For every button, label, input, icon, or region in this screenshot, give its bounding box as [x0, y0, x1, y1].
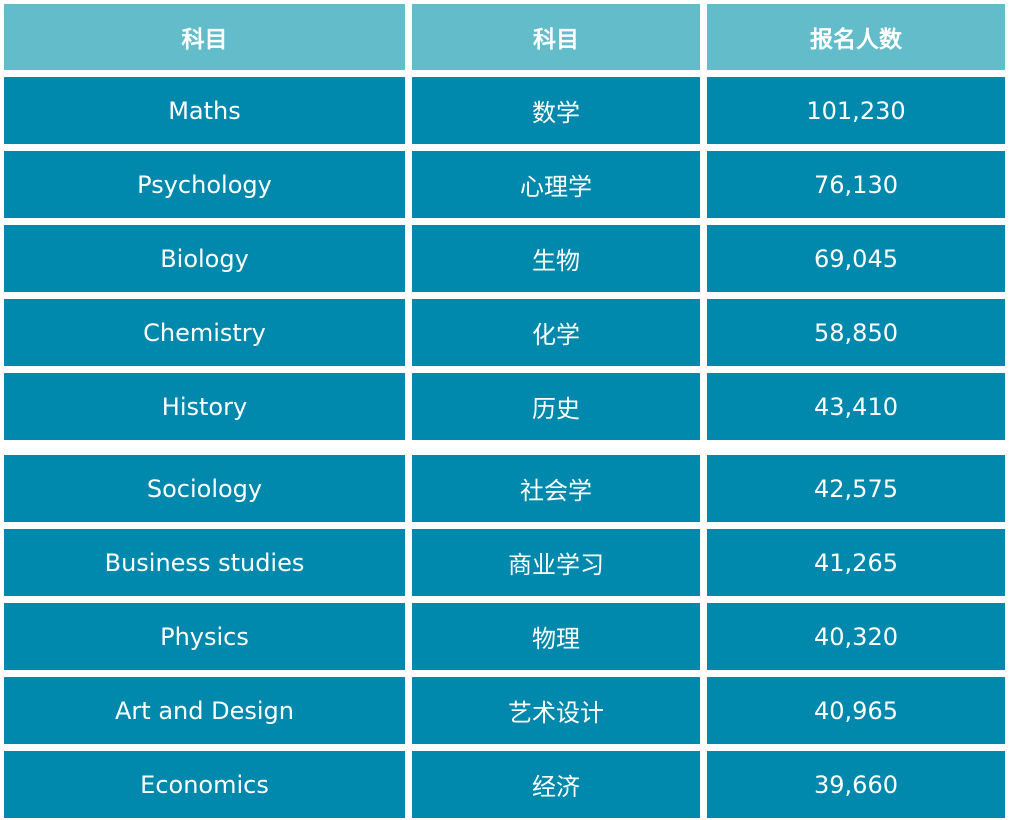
subject-cn-cell: 艺术设计 [412, 677, 700, 744]
subject-cn-cell: 生物 [412, 225, 700, 292]
subject-cn-cell: 社会学 [412, 455, 700, 522]
table-row: Business studies 商业学习 41,265 [0, 529, 1015, 596]
enrollment-cell: 43,410 [707, 373, 1005, 440]
subject-en-cell: Business studies [4, 529, 405, 596]
subject-cn-cell: 商业学习 [412, 529, 700, 596]
subject-en-cell: Economics [4, 751, 405, 818]
enrollment-cell: 40,320 [707, 603, 1005, 670]
subject-cn-cell: 数学 [412, 77, 700, 144]
table-row: History 历史 43,410 [0, 373, 1015, 440]
header-subject-cn: 科目 [412, 4, 700, 70]
table-row: Biology 生物 69,045 [0, 225, 1015, 292]
subject-cn-cell: 心理学 [412, 151, 700, 218]
subject-cn-cell: 物理 [412, 603, 700, 670]
header-enrollment: 报名人数 [707, 4, 1005, 70]
enrollment-cell: 40,965 [707, 677, 1005, 744]
table-row: Physics 物理 40,320 [0, 603, 1015, 670]
subject-en-cell: History [4, 373, 405, 440]
subject-en-cell: Physics [4, 603, 405, 670]
table-row: Sociology 社会学 42,575 [0, 455, 1015, 522]
subject-en-cell: Psychology [4, 151, 405, 218]
subject-en-cell: Sociology [4, 455, 405, 522]
enrollment-cell: 69,045 [707, 225, 1005, 292]
table-row: Economics 经济 39,660 [0, 751, 1015, 818]
subject-cn-cell: 化学 [412, 299, 700, 366]
subject-en-cell: Art and Design [4, 677, 405, 744]
enrollment-cell: 41,265 [707, 529, 1005, 596]
enrollment-cell: 58,850 [707, 299, 1005, 366]
subject-en-cell: Maths [4, 77, 405, 144]
subject-cn-cell: 历史 [412, 373, 700, 440]
table-row: Psychology 心理学 76,130 [0, 151, 1015, 218]
enrollment-cell: 76,130 [707, 151, 1005, 218]
subject-en-cell: Biology [4, 225, 405, 292]
table-row: Art and Design 艺术设计 40,965 [0, 677, 1015, 744]
subject-cn-cell: 经济 [412, 751, 700, 818]
enrollment-cell: 42,575 [707, 455, 1005, 522]
table-header-row: 科目 科目 报名人数 [0, 4, 1015, 70]
enrollment-cell: 39,660 [707, 751, 1005, 818]
table-row: Chemistry 化学 58,850 [0, 299, 1015, 366]
subject-en-cell: Chemistry [4, 299, 405, 366]
enrollment-cell: 101,230 [707, 77, 1005, 144]
table-row: Maths 数学 101,230 [0, 77, 1015, 144]
header-subject-en: 科目 [4, 4, 405, 70]
